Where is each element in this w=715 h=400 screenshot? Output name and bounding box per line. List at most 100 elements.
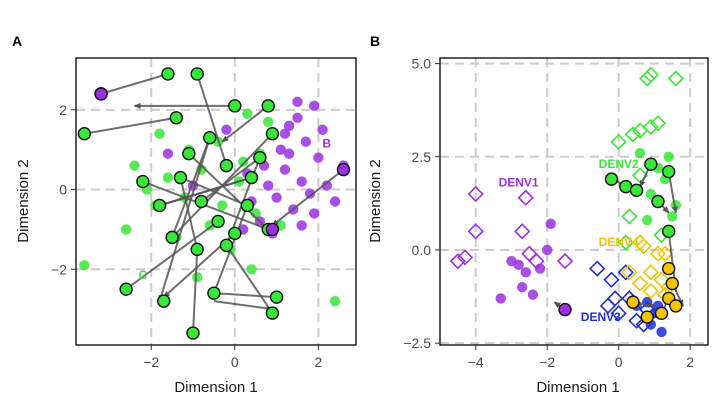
data-point bbox=[642, 214, 653, 226]
x-tick-label: 0 bbox=[615, 354, 623, 370]
outlined-point bbox=[173, 170, 188, 185]
x-tick-label: −2 bbox=[539, 354, 555, 370]
data-point bbox=[283, 120, 295, 131]
data-point bbox=[292, 96, 303, 108]
outlined-point bbox=[240, 198, 255, 213]
trajectory-arrow bbox=[196, 73, 228, 167]
panel-b-x-axis-title: Dimension 1 bbox=[536, 379, 619, 396]
diamond-point bbox=[599, 297, 617, 314]
data-point bbox=[329, 196, 341, 207]
outlined-point bbox=[136, 174, 150, 189]
trajectory-arrow bbox=[225, 244, 274, 314]
y-tick-label: 2.5 bbox=[412, 149, 432, 165]
panel-a-y-axis-title: Dimension 2 bbox=[15, 159, 32, 242]
outlined-point bbox=[244, 170, 259, 185]
outlined-point bbox=[219, 238, 234, 253]
data-point bbox=[296, 176, 307, 187]
data-point bbox=[329, 295, 341, 307]
data-point bbox=[279, 164, 291, 175]
annotation-label: DENV1 bbox=[499, 176, 539, 190]
outlined-point bbox=[558, 302, 572, 317]
outlined-point bbox=[265, 222, 280, 237]
diamond-point bbox=[621, 264, 638, 281]
data-point bbox=[246, 264, 257, 275]
outlined-point bbox=[119, 282, 133, 296]
diamond-point bbox=[617, 264, 634, 281]
outlined-point bbox=[165, 230, 179, 245]
panel-a-ticks: −2 0 2 −2 0 2 bbox=[51, 102, 322, 370]
diamond-point bbox=[610, 305, 627, 322]
data-point bbox=[275, 144, 286, 155]
outlined-point bbox=[626, 295, 640, 309]
data-point bbox=[317, 124, 328, 135]
outlined-point bbox=[190, 67, 204, 81]
trajectory-arrow bbox=[100, 72, 169, 96]
panel-b-frame bbox=[439, 57, 709, 346]
diamond-point bbox=[521, 245, 538, 262]
panel-b-outlined-points bbox=[558, 157, 683, 324]
panel-b-points bbox=[449, 66, 684, 338]
outlined-point bbox=[261, 99, 275, 113]
outlined-point bbox=[661, 224, 676, 239]
data-point bbox=[534, 263, 546, 274]
panel-a-label: A bbox=[12, 33, 22, 49]
data-point bbox=[154, 128, 165, 139]
data-point bbox=[162, 148, 174, 159]
outlined-point bbox=[336, 162, 351, 177]
panel-a-annotations: BC bbox=[139, 137, 332, 283]
diamond-point bbox=[589, 260, 606, 277]
data-point bbox=[495, 293, 506, 304]
outlined-point bbox=[219, 158, 234, 173]
diamond-point bbox=[631, 275, 649, 292]
data-point bbox=[120, 224, 132, 235]
data-point bbox=[129, 160, 140, 171]
outlined-point bbox=[265, 306, 280, 320]
outlined-point bbox=[669, 299, 683, 313]
data-point bbox=[242, 108, 253, 120]
diamond-point bbox=[603, 271, 620, 288]
trajectory-arrow bbox=[158, 176, 252, 207]
data-point bbox=[296, 220, 307, 231]
diamond-point bbox=[449, 253, 466, 270]
x-tick-label: 0 bbox=[231, 354, 239, 370]
data-point bbox=[217, 200, 228, 211]
diamond-point bbox=[642, 282, 659, 300]
outlined-point bbox=[253, 150, 267, 165]
outlined-point bbox=[190, 242, 204, 257]
diamond-point bbox=[639, 70, 656, 87]
trajectory-arrow bbox=[221, 105, 269, 143]
y-tick-label: −2 bbox=[51, 261, 67, 277]
annotation-label: DENV3 bbox=[581, 310, 621, 324]
trajectory-arrow bbox=[271, 168, 345, 227]
data-point bbox=[309, 208, 320, 219]
diamond-point bbox=[517, 189, 534, 206]
diamond-point bbox=[621, 208, 638, 225]
data-point bbox=[520, 267, 531, 278]
data-point bbox=[279, 128, 291, 139]
x-tick-label: 2 bbox=[314, 354, 322, 370]
data-point bbox=[263, 116, 274, 127]
data-point bbox=[162, 172, 174, 183]
diamond-point bbox=[456, 249, 474, 266]
diamond-point bbox=[467, 223, 484, 240]
y-tick-label: 5.0 bbox=[412, 56, 432, 72]
outlined-point bbox=[182, 146, 196, 161]
diamond-point bbox=[556, 253, 574, 270]
trajectory-arrow bbox=[200, 156, 261, 203]
panel-a-outlined-points bbox=[77, 67, 351, 340]
x-tick-label: 2 bbox=[686, 354, 694, 370]
annotation-label: DENV2 bbox=[599, 157, 639, 171]
data-point bbox=[191, 272, 203, 283]
outlined-point bbox=[169, 111, 183, 125]
panel-b-annotations: DENV1 DENV2 DENV4 DENV3 bbox=[499, 157, 639, 324]
outlined-point bbox=[77, 127, 92, 141]
outlined-point bbox=[640, 310, 654, 324]
diamond-point bbox=[649, 115, 667, 132]
outlined-point bbox=[203, 131, 217, 145]
y-tick-label: −2.5 bbox=[403, 335, 431, 351]
trajectory-arrow bbox=[192, 248, 200, 334]
outlined-point bbox=[269, 290, 284, 304]
outlined-point bbox=[211, 214, 225, 229]
